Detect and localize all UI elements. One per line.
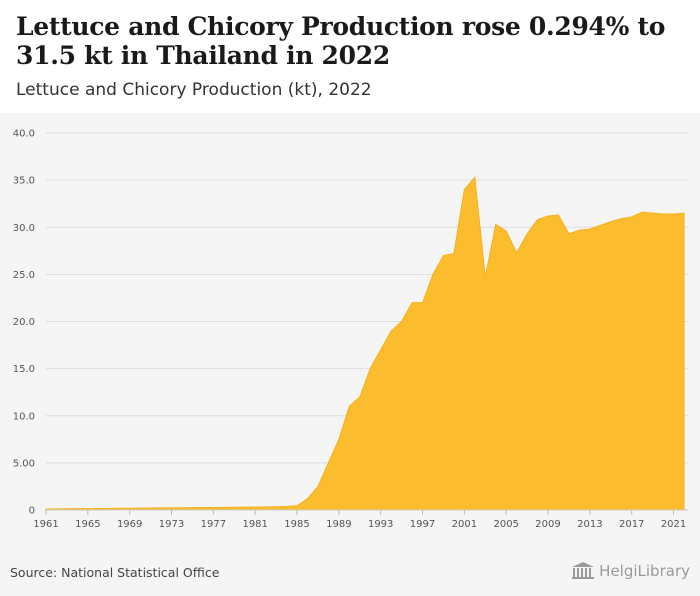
x-tick-label: 2021 (661, 519, 686, 530)
x-tick-label: 1961 (33, 519, 58, 530)
y-tick-label: 20.0 (13, 317, 35, 328)
x-tick-label: 2017 (619, 519, 644, 530)
x-tick-label: 1985 (284, 519, 309, 530)
x-tick-label: 1969 (117, 519, 142, 530)
brand-logo[interactable]: HelgiLibrary (571, 562, 690, 580)
x-tick-label: 1993 (368, 519, 393, 530)
chart-subtitle: Lettuce and Chicory Production (kt), 202… (16, 80, 372, 100)
y-tick-label: 30.0 (13, 223, 35, 234)
x-tick-label: 1981 (242, 519, 267, 530)
y-tick-label: 5.00 (13, 458, 35, 469)
x-axis-ticks: 1961 1965 1969 1973 1977 1981 1985 1989 1993 1997… (33, 510, 686, 530)
y-tick-label: 10.0 (13, 411, 35, 422)
y-tick-label: 0 (29, 506, 35, 517)
x-tick-label: 2005 (493, 519, 518, 530)
header: Lettuce and Chicory Production rose 0.29… (0, 0, 700, 113)
x-tick-label: 1965 (75, 519, 100, 530)
y-tick-label: 25.0 (13, 270, 35, 281)
brand-name: HelgiLibrary (599, 562, 690, 580)
x-tick-label: 2013 (577, 519, 602, 530)
y-tick-label: 15.0 (13, 364, 35, 375)
chart-title: Lettuce and Chicory Production rose 0.29… (16, 12, 666, 70)
x-tick-label: 2001 (452, 519, 477, 530)
y-tick-label: 35.0 (13, 176, 35, 187)
library-icon (572, 562, 595, 579)
series-area (45, 176, 685, 511)
area-layer (45, 176, 688, 511)
y-axis-ticks: 0 5.00 10.0 15.0 20.0 25.0 30.0 35.0 40.0 (13, 129, 35, 517)
x-tick-label: 1989 (326, 519, 351, 530)
x-tick-label: 2009 (535, 519, 560, 530)
y-tick-label: 40.0 (13, 129, 35, 140)
source-note: Source: National Statistical Office (10, 565, 220, 580)
x-tick-label: 1977 (201, 519, 226, 530)
x-tick-label: 1973 (159, 519, 184, 530)
x-tick-label: 1997 (410, 519, 435, 530)
